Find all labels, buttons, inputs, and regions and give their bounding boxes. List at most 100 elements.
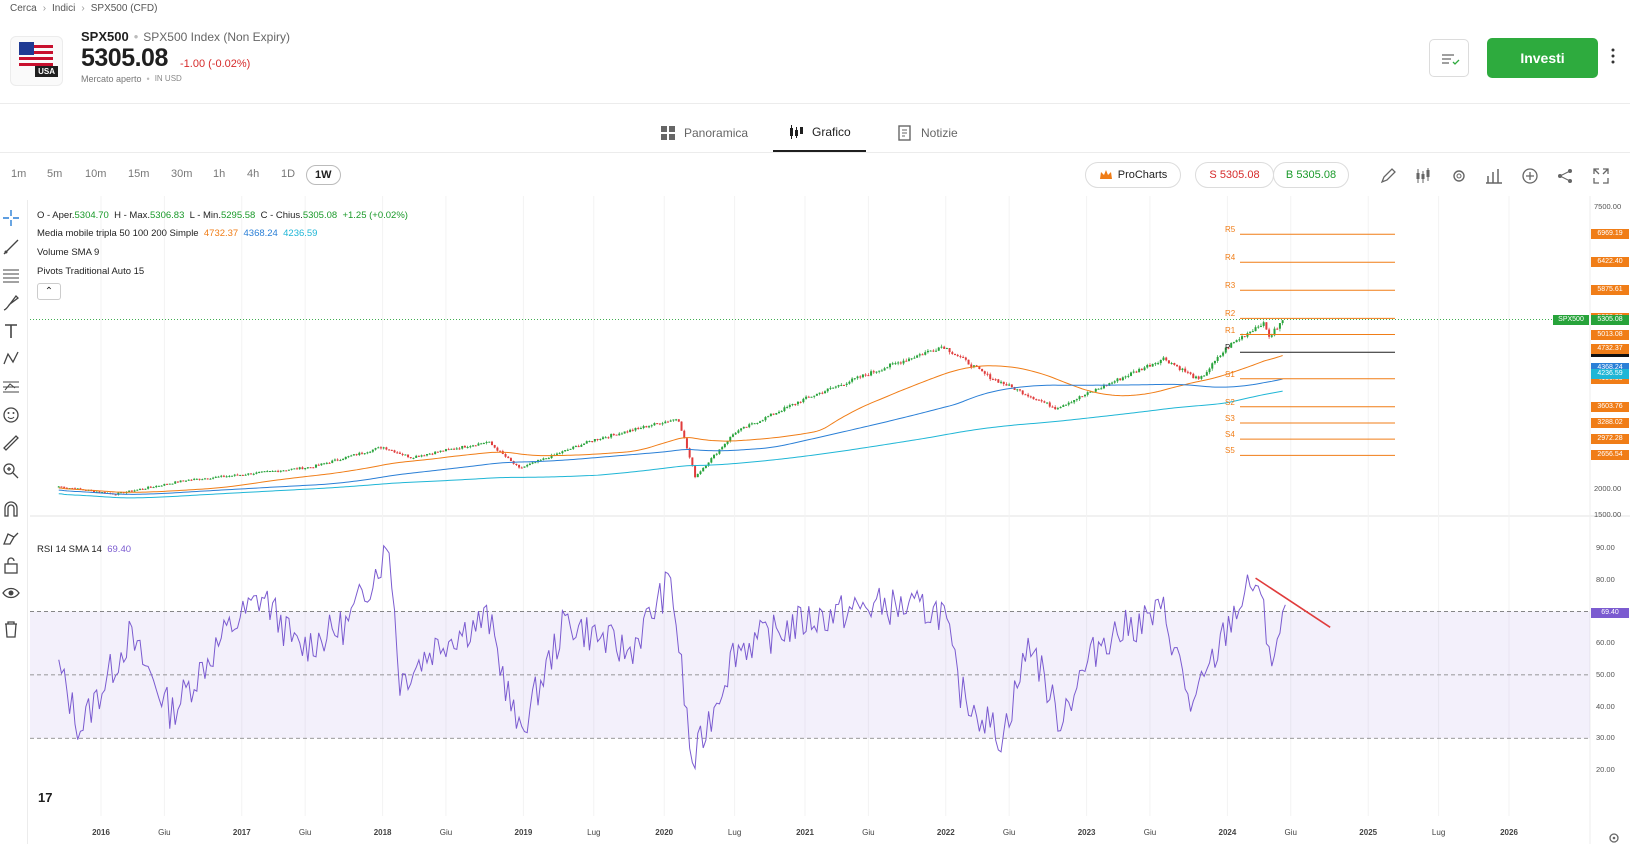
- pivot-label: S4: [1225, 430, 1235, 440]
- candle-body: [152, 487, 155, 489]
- pivots-legend[interactable]: Pivots Traditional Auto 15: [37, 266, 145, 277]
- candle-body: [155, 485, 158, 488]
- ruler-icon[interactable]: [2, 434, 20, 452]
- candle-body: [805, 396, 808, 399]
- magnet-icon[interactable]: [2, 500, 20, 518]
- prochart-button[interactable]: ProCharts: [1085, 162, 1181, 188]
- chart-settings-gear-icon[interactable]: [1608, 832, 1620, 844]
- more-menu-icon[interactable]: [1608, 46, 1618, 66]
- candle-body: [1205, 372, 1208, 376]
- pattern-icon[interactable]: [2, 350, 20, 368]
- candle-body: [675, 419, 678, 421]
- trash-icon[interactable]: [2, 620, 20, 638]
- text-tool-icon[interactable]: [2, 322, 20, 340]
- settings-gear-icon[interactable]: [1450, 167, 1468, 185]
- indicators-icon[interactable]: [1485, 167, 1503, 185]
- lock-icon[interactable]: [2, 556, 20, 574]
- candle-body: [756, 422, 759, 424]
- rsi-legend[interactable]: RSI 14 SMA 14 69.40: [37, 544, 131, 555]
- candle-body: [1018, 389, 1021, 391]
- legend-close-value: 5305.08: [302, 210, 338, 221]
- candle-body: [683, 430, 686, 439]
- timeframe-30m[interactable]: 30m: [171, 168, 193, 180]
- breadcrumb-item-indices[interactable]: Indici: [52, 3, 76, 14]
- watchlist-button[interactable]: [1429, 39, 1469, 77]
- candle-body: [417, 455, 420, 457]
- share-icon[interactable]: [1556, 167, 1574, 185]
- candle-body: [926, 350, 929, 353]
- candle-body: [1173, 363, 1176, 365]
- invest-button[interactable]: Investi: [1487, 38, 1598, 78]
- tab-overview-label: Panoramica: [684, 126, 749, 140]
- candle-body: [894, 363, 897, 365]
- candle-body: [1224, 347, 1227, 353]
- candle-body: [861, 374, 864, 378]
- candle-body: [658, 423, 661, 425]
- candle-body: [314, 464, 317, 468]
- timeframe-1m[interactable]: 1m: [11, 168, 27, 180]
- candle-body: [759, 421, 762, 423]
- pivot-label: R4: [1225, 253, 1236, 263]
- collapse-legend-button[interactable]: ⌃: [37, 283, 61, 300]
- candle-body: [745, 426, 748, 428]
- candle-body: [480, 443, 483, 445]
- candle-body: [1162, 357, 1165, 360]
- timeframe-15m[interactable]: 15m: [128, 168, 150, 180]
- candle-body: [1276, 328, 1279, 330]
- breadcrumb-item-search[interactable]: Cerca: [10, 3, 37, 14]
- timeframe-4h[interactable]: 4h: [247, 168, 260, 180]
- candle-body: [320, 463, 323, 466]
- tab-chart[interactable]: Grafico: [773, 114, 866, 152]
- candle-body: [1197, 376, 1200, 379]
- eye-icon[interactable]: [2, 584, 20, 602]
- candle-type-icon[interactable]: [1414, 167, 1432, 185]
- candle-body: [447, 449, 450, 451]
- candle-body: [753, 423, 756, 425]
- drawing-mode-lock-icon[interactable]: [2, 528, 20, 546]
- tab-overview[interactable]: Panoramica: [660, 114, 748, 152]
- candle-body: [388, 449, 391, 451]
- candle-body: [924, 352, 927, 355]
- draw-pen-icon[interactable]: [1379, 167, 1397, 185]
- zoom-in-icon[interactable]: [2, 462, 20, 480]
- x-tick-label: Lug: [1431, 828, 1446, 837]
- candle-body: [715, 453, 718, 455]
- forecast-icon[interactable]: [2, 378, 20, 396]
- trend-line-icon[interactable]: [2, 238, 20, 256]
- instrument-symbol: SPX500: [81, 29, 129, 44]
- emoji-icon[interactable]: [2, 406, 20, 424]
- candle-body: [279, 470, 282, 472]
- candle-body: [439, 450, 442, 452]
- candle-body: [1216, 356, 1219, 361]
- add-circle-icon[interactable]: [1521, 167, 1539, 185]
- timeframe-10m[interactable]: 10m: [85, 168, 107, 180]
- candle-body: [203, 478, 206, 480]
- ma-legend[interactable]: Media mobile tripla 50 100 200 Simple 47…: [37, 228, 317, 239]
- sell-button[interactable]: S 5305.08: [1195, 162, 1274, 188]
- candle-body: [1154, 363, 1157, 365]
- candle-body: [786, 406, 789, 408]
- fullscreen-icon[interactable]: [1592, 167, 1610, 185]
- crosshair-icon[interactable]: [2, 209, 20, 227]
- candle-body: [469, 446, 472, 448]
- timeframe-1w[interactable]: 1W: [306, 165, 341, 185]
- prochart-label: ProCharts: [1117, 169, 1168, 181]
- timeframe-1d[interactable]: 1D: [281, 168, 296, 180]
- volume-legend[interactable]: Volume SMA 9: [37, 247, 100, 258]
- candle-body: [190, 479, 193, 481]
- candle-body: [1203, 375, 1206, 377]
- timeframe-5m[interactable]: 5m: [47, 168, 63, 180]
- candle-body: [220, 475, 223, 477]
- brush-icon[interactable]: [2, 294, 20, 312]
- fib-retracement-icon[interactable]: [2, 266, 20, 284]
- candle-body: [1140, 368, 1143, 371]
- timeframe-1h[interactable]: 1h: [213, 168, 226, 180]
- tab-news[interactable]: Notizie: [897, 114, 958, 152]
- rsi-tick-label: 40.00: [1596, 701, 1615, 711]
- tab-chart-label: Grafico: [812, 125, 851, 139]
- candle-body: [1043, 401, 1046, 403]
- buy-button[interactable]: B 5305.08: [1273, 162, 1349, 188]
- candle-body: [1254, 327, 1257, 332]
- candle-body: [1265, 322, 1268, 330]
